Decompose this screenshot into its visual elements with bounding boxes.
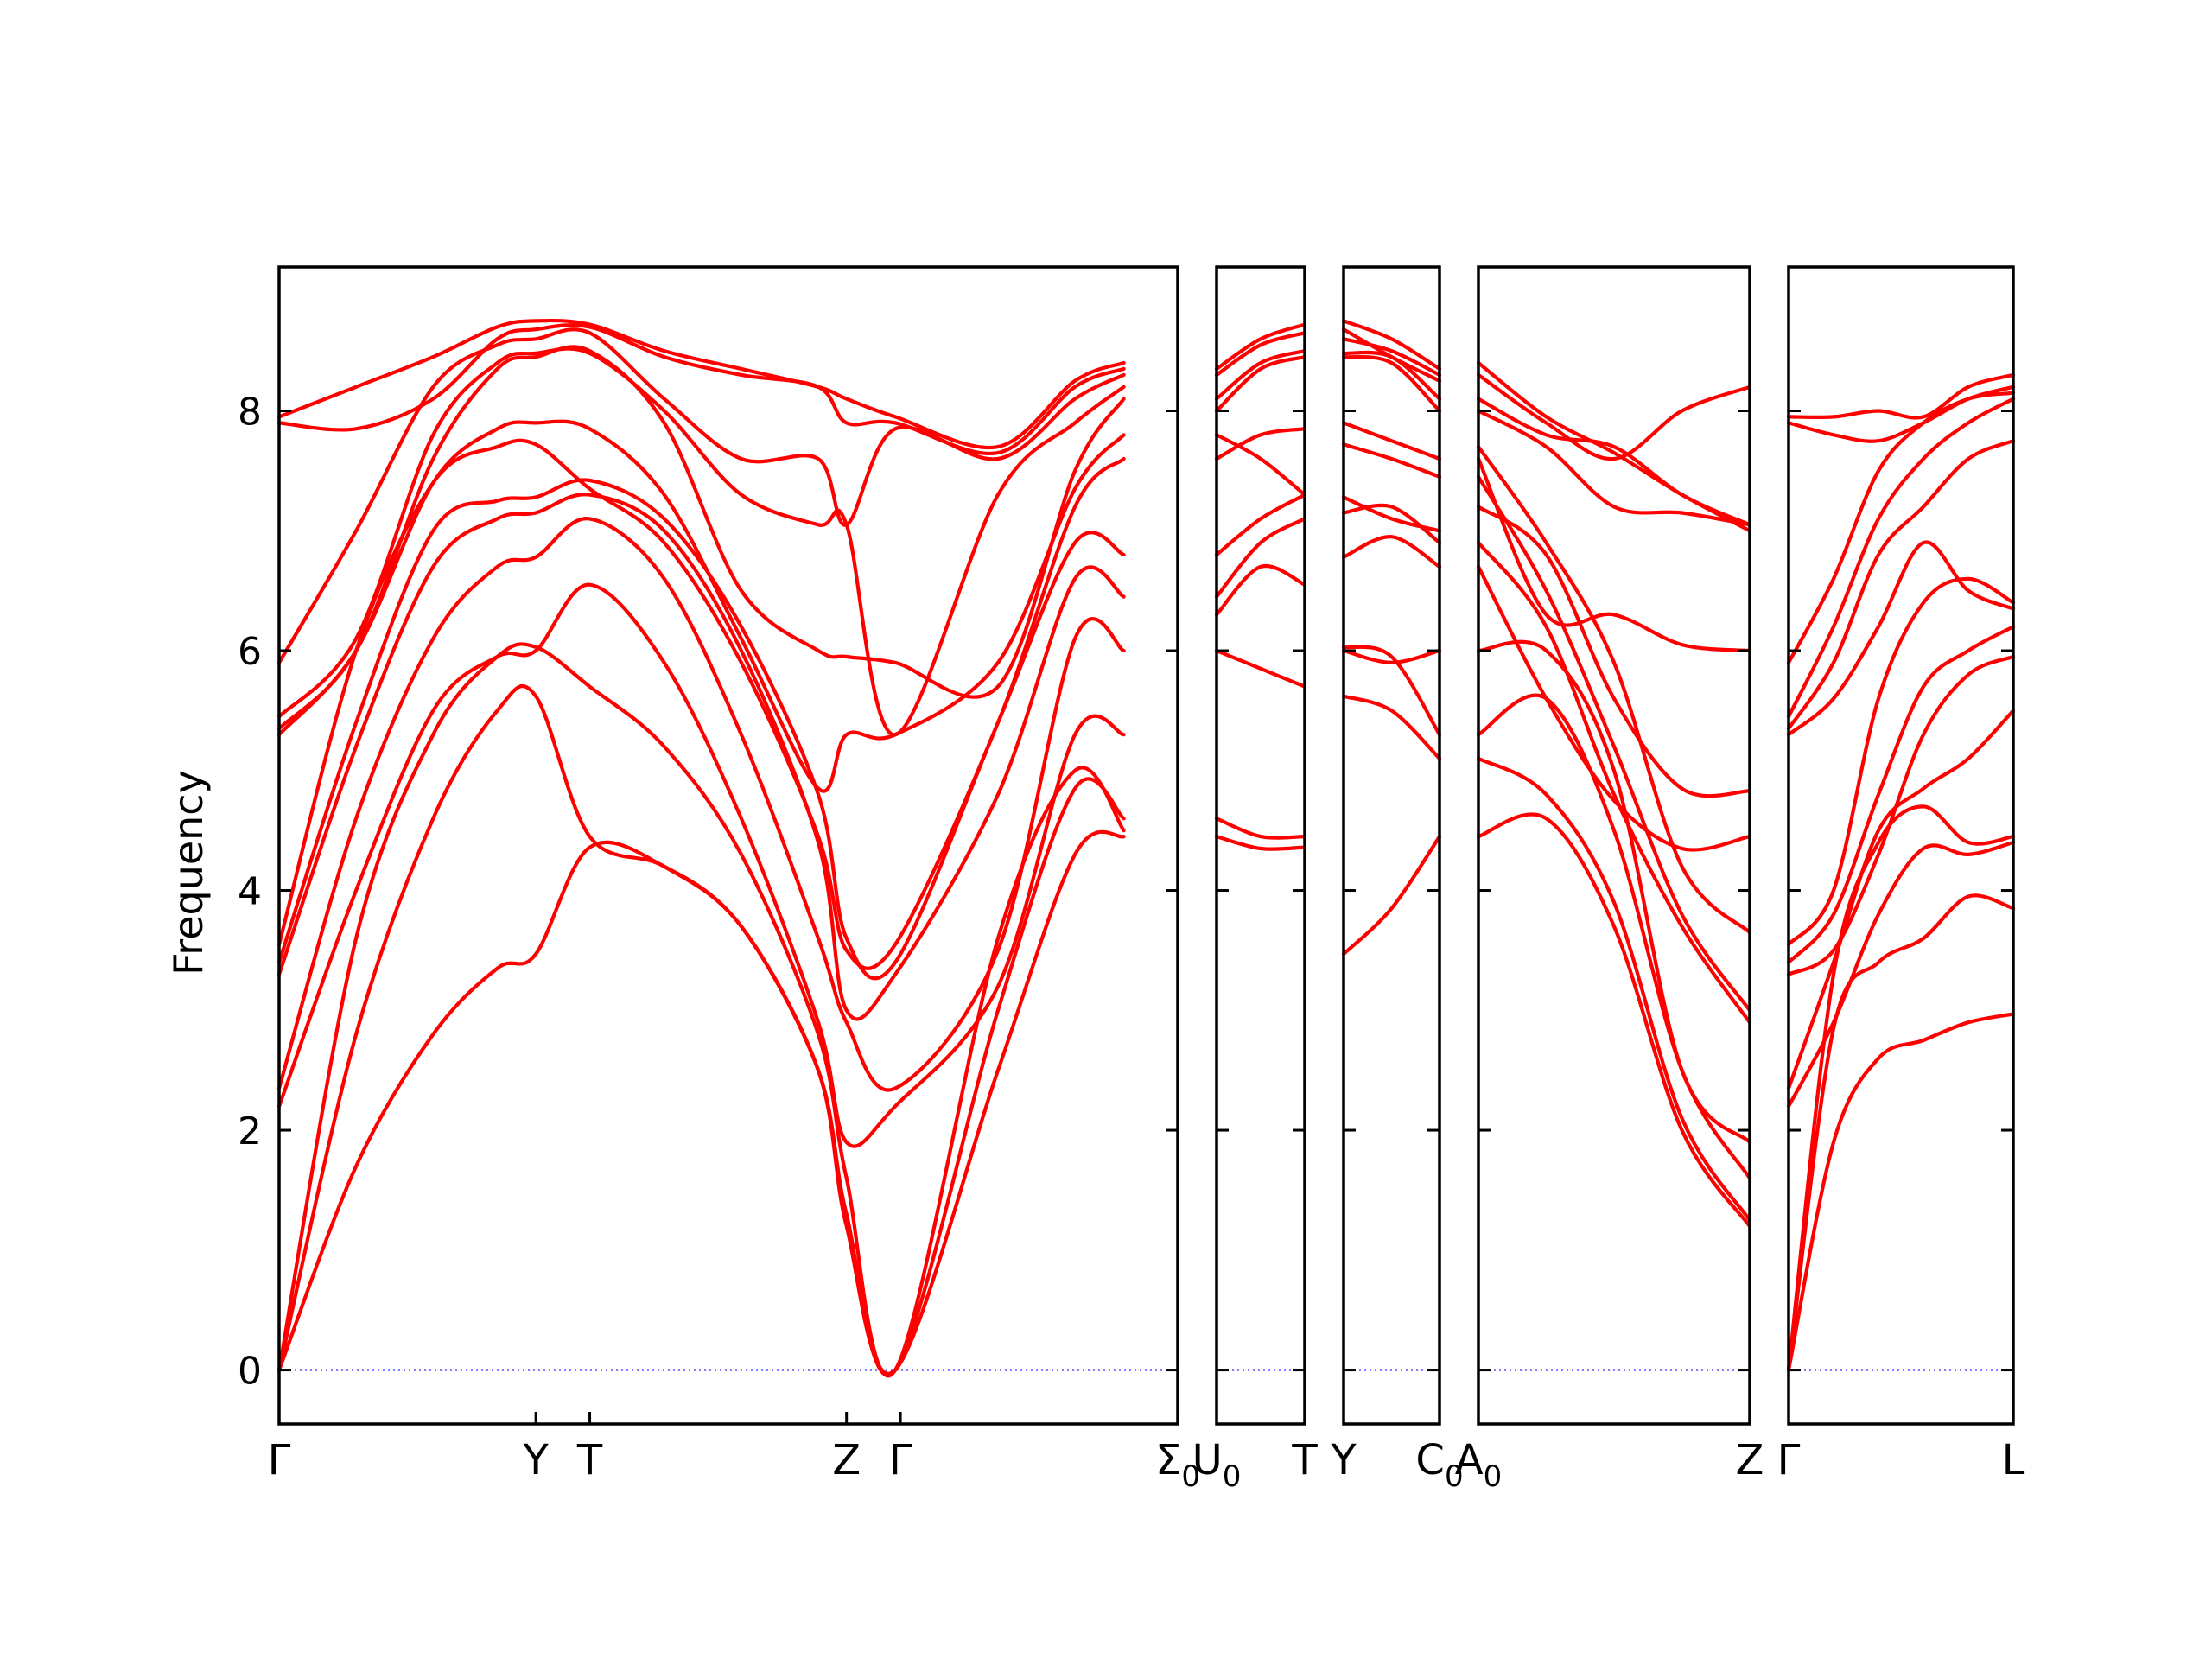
y-tick-label: 0 [238,1350,262,1394]
band-line-0-5 [276,493,1126,1021]
band-line-0-2 [276,642,1126,1378]
symmetry-label: Γ [268,1436,291,1484]
band-line-4-5 [1786,654,2016,976]
band-line-4-2 [1786,804,2016,1372]
y-tick-label: 6 [238,630,262,674]
panel-frame [1787,265,2015,1426]
band-line-3-6 [1476,505,1752,798]
band-line-4-1 [1786,893,2016,1372]
band-line-4-6 [1786,625,2016,964]
band-line-1-0 [1214,835,1307,851]
y-tick-label: 4 [238,870,262,914]
band-line-0-11 [276,327,1126,664]
band-line-4-7 [1786,576,2016,947]
panel-1: U0 T [1192,265,1318,1494]
panel-3: A0 Z [1455,265,1764,1494]
band-line-0-4 [276,517,1126,1092]
band-line-1-4 [1214,517,1307,599]
band-line-3-13 [1476,360,1752,533]
band-line-3-9 [1476,445,1752,935]
band-line-2-6 [1341,495,1442,533]
symmetry-label: Y [1330,1436,1357,1484]
symmetry-label: C0 [1415,1436,1463,1494]
y-tick-label: 8 [238,391,262,435]
symmetry-label: L [2002,1436,2025,1484]
band-line-3-12 [1476,372,1752,461]
band-line-1-11 [1214,322,1307,371]
band-line-4-10 [1786,397,2016,719]
panel-0: Γ Y T Z Γ Σ0 [268,265,1200,1494]
symmetry-label: Z [832,1436,861,1484]
band-line-2-8 [1341,421,1442,461]
band-line-2-7 [1341,442,1442,479]
band-line-0-1 [276,683,1126,1377]
band-line-2-1 [1341,694,1442,760]
band-line-4-13 [1786,372,2016,420]
band-line-2-11 [1341,337,1442,377]
band-line-3-4 [1476,564,1752,852]
band-line-0-12 [276,323,1126,456]
band-line-1-6 [1214,427,1307,461]
band-line-0-3 [276,582,1126,1148]
band-line-4-4 [1786,709,2016,1090]
symmetry-label: Γ [1777,1436,1801,1484]
symmetry-label: U0 [1192,1436,1242,1494]
y-tick-label: 2 [238,1109,262,1154]
band-line-3-10 [1476,409,1752,527]
band-line-4-12 [1786,385,2016,443]
symmetry-label: T [576,1436,603,1484]
band-line-1-7 [1214,433,1307,497]
band-line-3-5 [1476,541,1752,1025]
band-line-2-3 [1341,645,1442,737]
symmetry-label: A0 [1455,1436,1502,1494]
band-line-0-7 [276,438,1126,970]
symmetry-label: Z [1736,1436,1764,1484]
band-line-3-8 [1476,456,1752,653]
band-line-0-10 [276,346,1126,737]
band-line-4-3 [1786,840,2016,1109]
band-line-1-9 [1214,349,1307,401]
band-line-1-1 [1214,817,1307,840]
band-line-4-0 [1786,1012,2016,1372]
panel-frame [1342,265,1441,1426]
band-line-1-8 [1214,355,1307,413]
band-line-2-4 [1341,535,1442,569]
symmetry-label: T [1291,1436,1318,1484]
band-line-2-5 [1341,503,1442,545]
band-line-2-9 [1341,354,1442,413]
symmetry-label: Γ [889,1436,912,1484]
band-line-1-5 [1214,493,1307,557]
y-tick-labels: 0 2 4 6 8 [238,391,262,1394]
band-line-4-9 [1786,439,2016,731]
panel-2: Y C0 [1330,265,1464,1494]
symmetry-label: Y [522,1436,549,1484]
band-line-1-3 [1214,563,1307,617]
band-line-3-0 [1476,812,1752,1229]
band-line-3-2 [1476,693,1752,1180]
band-line-2-13 [1341,319,1442,371]
band-line-0-9 [276,345,1126,731]
band-line-3-1 [1476,756,1752,1223]
band-line-2-2 [1341,648,1442,664]
panel-frame [1477,265,1751,1426]
y-axis-label: Frequency [165,770,212,976]
band-line-0-13 [276,318,1126,450]
band-line-3-7 [1476,474,1752,1013]
band-line-2-0 [1341,835,1442,957]
band-line-4-8 [1786,540,2016,737]
band-line-1-2 [1214,648,1307,689]
panel-frame [277,265,1179,1426]
panel-frame [1215,265,1306,1426]
band-line-2-12 [1341,327,1442,383]
band-line-0-8 [276,419,1126,793]
symmetry-label: Σ0 [1155,1436,1200,1494]
band-line-1-10 [1214,331,1307,377]
